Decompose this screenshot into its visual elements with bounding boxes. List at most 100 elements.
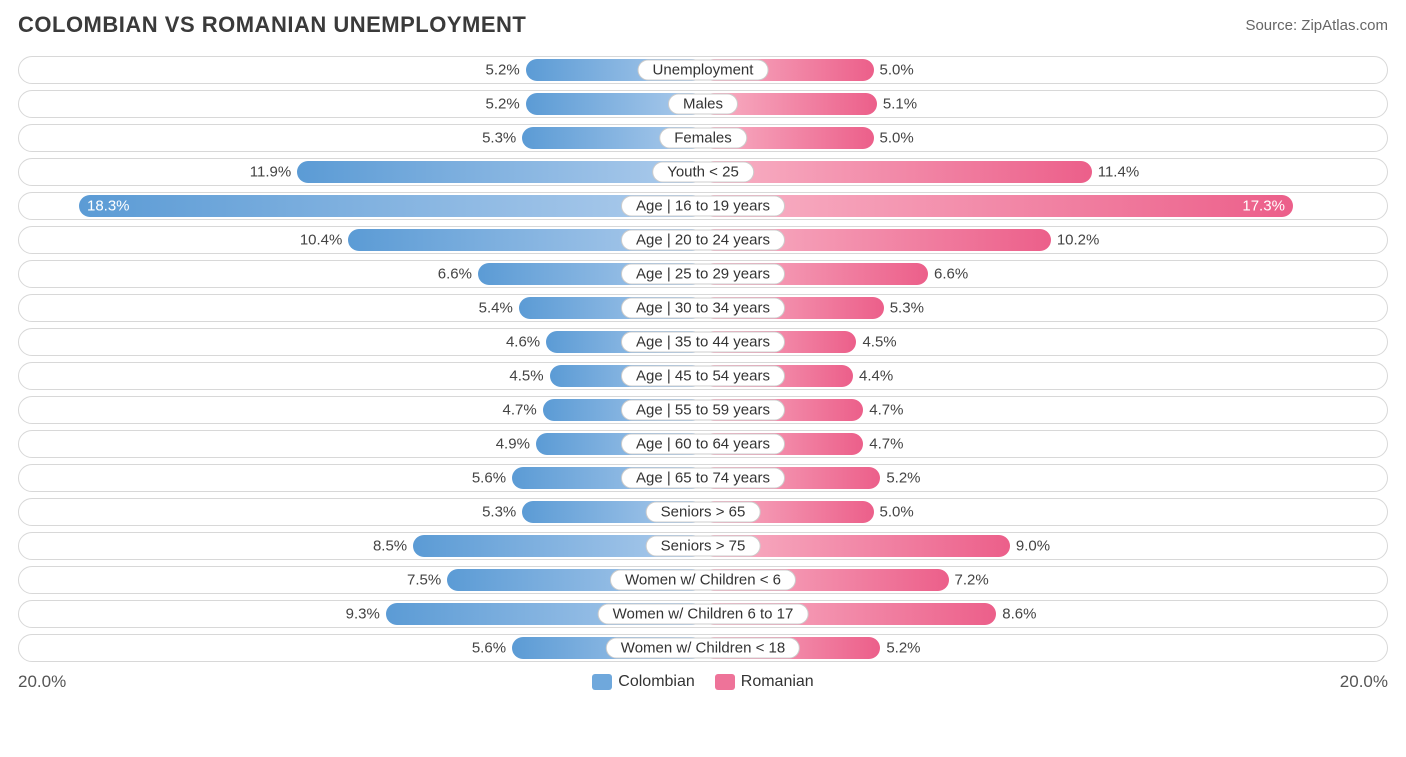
row-half-right: 5.0% [703,127,1385,149]
category-label: Females [659,128,747,149]
pct-label-left: 4.6% [506,334,540,351]
row-half-left: 4.7% [21,399,703,421]
row-half-right: 5.2% [703,637,1385,659]
pct-label-left: 5.2% [485,96,519,113]
pct-label-right: 7.2% [955,572,989,589]
category-label: Women w/ Children 6 to 17 [598,604,809,625]
pct-label-right: 4.7% [869,402,903,419]
row-half-left: 6.6% [21,263,703,285]
chart-row: 9.3% 8.6% Women w/ Children 6 to 17 [18,600,1388,628]
row-half-right: 6.6% [703,263,1385,285]
chart-row: 5.4% 5.3% Age | 30 to 34 years [18,294,1388,322]
row-half-left: 5.2% [21,59,703,81]
pct-label-left: 7.5% [407,572,441,589]
pct-label-right: 5.1% [883,96,917,113]
pct-label-right: 5.2% [886,640,920,657]
row-half-left: 5.6% [21,467,703,489]
row-half-left: 5.6% [21,637,703,659]
pct-label-right: 4.5% [862,334,896,351]
row-half-left: 4.9% [21,433,703,455]
chart-row: 5.3% 5.0% Seniors > 65 [18,498,1388,526]
pct-label-right: 10.2% [1057,232,1100,249]
category-label: Age | 60 to 64 years [621,434,785,455]
bar-left: 11.9% [297,161,703,183]
row-half-right: 5.0% [703,59,1385,81]
chart-title: COLOMBIAN VS ROMANIAN UNEMPLOYMENT [18,12,526,38]
category-label: Seniors > 65 [646,502,761,523]
row-half-left: 8.5% [21,535,703,557]
pct-label-right: 9.0% [1016,538,1050,555]
legend-label-left: Colombian [618,673,694,691]
pct-label-left: 4.9% [496,436,530,453]
category-label: Age | 16 to 19 years [621,196,785,217]
category-label: Unemployment [638,60,769,81]
pct-label-left: 5.3% [482,130,516,147]
header: COLOMBIAN VS ROMANIAN UNEMPLOYMENT Sourc… [18,12,1388,38]
row-half-right: 4.5% [703,331,1385,353]
bar-left: 18.3% [79,195,703,217]
pct-label-left: 5.6% [472,470,506,487]
row-half-left: 10.4% [21,229,703,251]
chart-row: 18.3% 17.3% Age | 16 to 19 years [18,192,1388,220]
pct-label-left: 4.7% [503,402,537,419]
row-half-right: 4.7% [703,433,1385,455]
pct-label-right: 5.0% [880,130,914,147]
category-label: Women w/ Children < 6 [610,570,796,591]
pct-label-right: 5.0% [880,62,914,79]
row-half-left: 4.5% [21,365,703,387]
row-half-right: 5.1% [703,93,1385,115]
chart-row: 5.2%5.1%Males [18,90,1388,118]
row-half-right: 5.2% [703,467,1385,489]
category-label: Seniors > 75 [646,536,761,557]
pct-label-left: 18.3% [87,198,130,215]
category-label: Age | 25 to 29 years [621,264,785,285]
pct-label-left: 4.5% [509,368,543,385]
bar-right: 11.4% [703,161,1092,183]
row-half-right: 7.2% [703,569,1385,591]
row-half-left: 4.6% [21,331,703,353]
pct-label-left: 8.5% [373,538,407,555]
chart-footer: 20.0% Colombian Romanian 20.0% [18,668,1388,696]
pct-label-left: 5.2% [485,62,519,79]
legend-item-right: Romanian [715,673,814,691]
legend-swatch-left [592,674,612,690]
row-half-left: 5.2% [21,93,703,115]
pct-label-right: 6.6% [934,266,968,283]
pct-label-right: 4.4% [859,368,893,385]
row-half-left: 5.4% [21,297,703,319]
chart-row: 6.6%6.6%Age | 25 to 29 years [18,260,1388,288]
category-label: Age | 30 to 34 years [621,298,785,319]
chart-row: 4.7%4.7%Age | 55 to 59 years [18,396,1388,424]
chart-row: 5.3% 5.0% Females [18,124,1388,152]
pct-label-left: 10.4% [300,232,343,249]
pct-label-right: 5.3% [890,300,924,317]
chart-row: 7.5% 7.2% Women w/ Children < 6 [18,566,1388,594]
pct-label-right: 11.4% [1098,164,1139,181]
row-half-right: 17.3% [703,195,1385,217]
chart-row: 8.5% 9.0% Seniors > 75 [18,532,1388,560]
row-half-right: 10.2% [703,229,1385,251]
pct-label-right: 5.0% [880,504,914,521]
category-label: Youth < 25 [652,162,754,183]
chart-row: 5.6%5.2%Age | 65 to 74 years [18,464,1388,492]
bar-right: 17.3% [703,195,1293,217]
pct-label-left: 9.3% [346,606,380,623]
category-label: Age | 20 to 24 years [621,230,785,251]
chart-row: 4.5% 4.4% Age | 45 to 54 years [18,362,1388,390]
pct-label-right: 8.6% [1002,606,1036,623]
row-half-right: 9.0% [703,535,1385,557]
category-label: Age | 45 to 54 years [621,366,785,387]
pct-label-left: 5.4% [479,300,513,317]
row-half-right: 4.7% [703,399,1385,421]
pct-label-left: 5.3% [482,504,516,521]
chart-area: 5.2%5.0%Unemployment5.2%5.1%Males5.3%5.0… [18,56,1388,662]
row-half-left: 18.3% [21,195,703,217]
chart-row: 5.6%5.2%Women w/ Children < 18 [18,634,1388,662]
row-half-right: 4.4% [703,365,1385,387]
row-half-left: 5.3% [21,127,703,149]
legend-item-left: Colombian [592,673,694,691]
pct-label-left: 5.6% [472,640,506,657]
chart-row: 11.9%11.4%Youth < 25 [18,158,1388,186]
pct-label-right: 4.7% [869,436,903,453]
pct-label-right: 17.3% [1242,198,1285,215]
